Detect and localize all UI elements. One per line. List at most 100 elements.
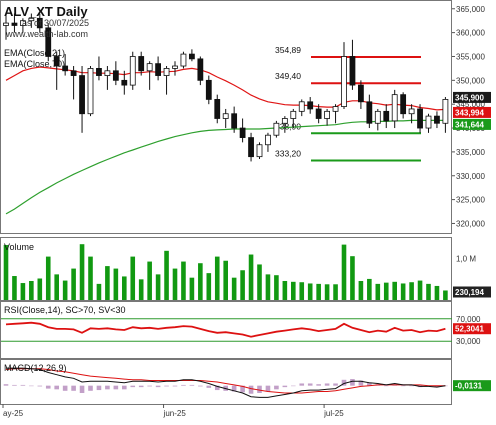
macd-histogram-bar (113, 385, 119, 390)
candle-up (222, 113, 229, 119)
date-tick-label: jun-25 (163, 409, 187, 418)
volume-bar (113, 268, 119, 300)
candle-up (265, 134, 271, 146)
macd-panel-title: MACD(12,26,9) (4, 363, 67, 373)
candle-up (3, 22, 9, 26)
candle-up (425, 115, 432, 129)
price-tick-label: 320,000 (456, 219, 485, 228)
macd-signal-line (5, 368, 446, 394)
macd-histogram-bar (54, 385, 59, 390)
volume-bar (130, 256, 136, 300)
candle-down (70, 70, 77, 76)
macd-histogram-bar (88, 385, 93, 391)
price-tick-label: 350,000 (456, 76, 485, 85)
macd-histogram-bar (189, 384, 195, 386)
macd-last-tag-bg (453, 380, 491, 392)
candle-down (197, 58, 204, 81)
macd-histogram-bar (350, 379, 355, 386)
macd-histogram-bar (248, 385, 254, 394)
rsi-last-tag: 52,3041 (455, 325, 484, 334)
chart-title: ALV_XT Daily (4, 4, 88, 19)
macd-histogram-bar (291, 385, 296, 387)
date-tick-label: ay-25 (3, 409, 24, 418)
rsi-panel (1, 318, 452, 342)
volume-bar (189, 277, 195, 300)
candle-up (332, 106, 339, 112)
macd-histogram-bar (12, 384, 17, 386)
macd-histogram-bar (257, 385, 262, 393)
volume-bar (240, 270, 245, 300)
volume-bar (367, 278, 372, 300)
as-of-date: as of 30/07/2025 (22, 18, 89, 28)
candle-down (205, 79, 212, 100)
date-axis: ay-25 jun-25 jul-25 (2, 404, 344, 418)
volume-last-tag: 230,194 (455, 288, 484, 297)
volume-bar (71, 268, 76, 300)
candle-down (434, 115, 440, 124)
macd-last-tag: -0,0131 (455, 382, 483, 391)
volume-bar (316, 283, 321, 300)
candle-up (146, 63, 153, 72)
volume-bar (417, 280, 423, 300)
macd-histogram-bar (164, 385, 169, 387)
value-axis: 320,000325,000330,000335,000340,000345,0… (452, 5, 491, 392)
candle-up (298, 101, 305, 112)
level-label: 349,40 (275, 71, 301, 81)
ema-slow-tag-bg (453, 118, 491, 130)
rsi-tick-label: 30,000 (456, 337, 481, 346)
macd-histogram-bar (3, 384, 9, 386)
candle-down (366, 101, 373, 124)
volume-bar (392, 281, 397, 300)
macd-histogram-bar (96, 385, 102, 391)
candle-down (357, 84, 364, 103)
ema-fast-tag: 343,994 (455, 108, 484, 117)
volume-bar (400, 283, 406, 300)
candle-down (62, 65, 69, 72)
website-label: www.wealth-lab.com (5, 29, 88, 39)
macd-histogram-bar (307, 383, 313, 386)
ema-slow-label: EMA(Close,70) (4, 59, 65, 69)
candle-up (163, 68, 170, 76)
candle-up (104, 70, 111, 76)
volume-bar (358, 280, 364, 300)
candle-up (172, 65, 178, 69)
price-tick-label: 330,000 (456, 172, 485, 181)
volume-bar (375, 283, 381, 300)
volume-panel-title: Volume (4, 242, 34, 252)
volume-bar (265, 274, 271, 300)
macd-histogram-bar (62, 385, 68, 391)
close-price-tag-bg (453, 91, 491, 103)
candle-up (19, 20, 26, 26)
macd-histogram-bar (358, 380, 364, 386)
macd-histogram-bar (282, 385, 288, 388)
macd-histogram-bar (231, 385, 237, 392)
price-tick-label: 335,000 (456, 148, 485, 157)
volume-tick-label: 1,0 M (456, 255, 476, 264)
volume-bar (29, 280, 34, 300)
rsi-line (5, 321, 446, 338)
volume-bar (282, 280, 288, 300)
volume-bar (434, 285, 440, 300)
candle-down (188, 53, 195, 60)
macd-histogram-bar (383, 385, 389, 387)
macd-histogram-bar (20, 384, 26, 386)
volume-bar (274, 275, 279, 300)
volume-bar (257, 264, 262, 300)
volume-bar (138, 279, 144, 300)
candle-down (11, 22, 18, 26)
candle-down (231, 113, 238, 129)
macd-histogram-bar (147, 385, 152, 387)
volume-bar (3, 245, 9, 300)
volume-bar (198, 263, 203, 300)
candle-down (121, 79, 128, 86)
volume-bar (181, 261, 186, 300)
candle-down (383, 110, 390, 122)
macd-histogram-bar (105, 385, 110, 390)
candle-down (155, 63, 162, 76)
volume-bar (443, 290, 448, 300)
candle-down (417, 108, 423, 129)
macd-histogram-bar (316, 384, 321, 386)
ema-slow-tag: 341,644 (455, 120, 484, 129)
candle-up (180, 53, 187, 67)
volume-bar (248, 254, 254, 300)
